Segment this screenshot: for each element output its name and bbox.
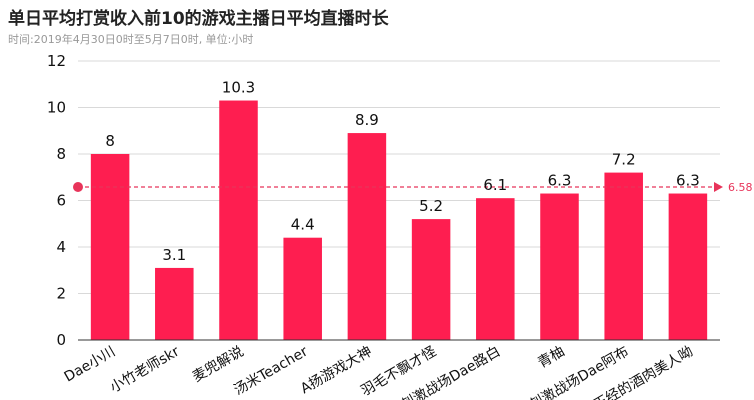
y-tick-label: 8 — [56, 145, 66, 163]
average-end-arrow — [714, 182, 723, 193]
data-label: 6.3 — [548, 172, 572, 190]
data-label: 6.1 — [483, 176, 507, 194]
bar — [219, 100, 258, 341]
chart-subtitle: 时间:2019年4月30日0时至5月7日0时, 单位:小时 — [8, 33, 254, 46]
bar — [283, 237, 322, 340]
y-tick-label: 10 — [47, 99, 66, 117]
bar — [347, 133, 387, 340]
average-start-marker — [73, 182, 83, 193]
x-tick-label: 麦兜解说 — [190, 344, 246, 386]
bar — [604, 172, 643, 340]
y-tick-label: 0 — [56, 331, 66, 349]
y-tick-label: 2 — [56, 285, 66, 303]
x-tick-label: Dae小川 — [62, 344, 118, 386]
x-tick-label: 汤米Teacher — [231, 343, 310, 398]
average-label: 6.58 — [728, 181, 753, 194]
data-label: 7.2 — [612, 151, 636, 169]
data-labels: 8 3.1 10.3 4.4 8.9 5.2 6.1 6.3 7.2 6.3 — [105, 79, 700, 264]
data-label: 3.1 — [162, 246, 186, 264]
x-tick-label: 小竹老师skr — [107, 343, 182, 396]
bar — [476, 198, 515, 340]
y-axis-ticks: 0 2 4 6 8 10 12 — [47, 52, 66, 349]
data-label: 6.3 — [676, 172, 700, 190]
y-tick-label: 6 — [56, 192, 66, 210]
bar — [155, 267, 194, 340]
y-tick-label: 12 — [47, 52, 66, 70]
data-label: 5.2 — [419, 197, 443, 215]
chart-title: 单日平均打赏收入前10的游戏主播日平均直播时长 — [8, 9, 389, 29]
bar — [411, 219, 451, 340]
bar — [668, 193, 708, 340]
data-label: 8.9 — [355, 111, 379, 129]
y-tick-label: 4 — [56, 238, 66, 256]
x-tick-label: 青柚 — [535, 344, 567, 372]
bar — [90, 154, 130, 340]
data-label: 8 — [105, 132, 115, 150]
data-label: 10.3 — [222, 79, 255, 97]
bars — [90, 100, 708, 341]
data-label: 4.4 — [291, 216, 315, 234]
average-line: 6.58 — [73, 181, 753, 194]
bar — [540, 193, 579, 340]
